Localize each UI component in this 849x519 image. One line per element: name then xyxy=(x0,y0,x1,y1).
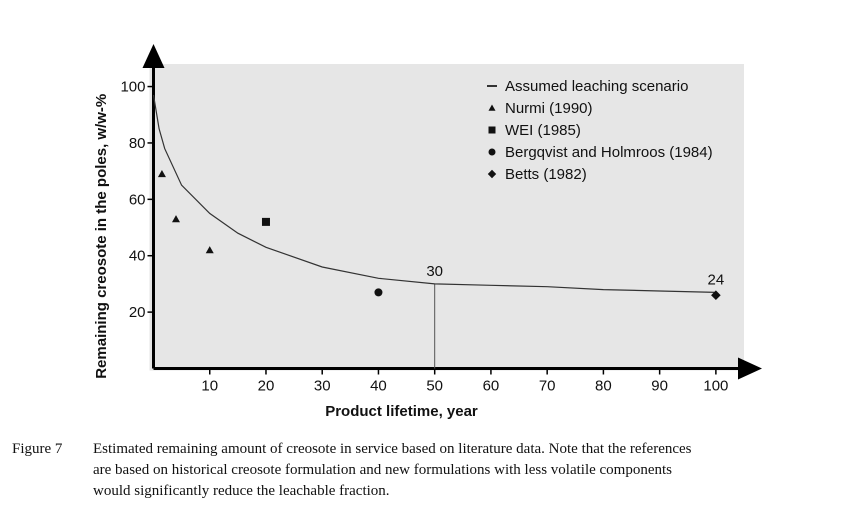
data-point xyxy=(157,169,166,178)
legend-marker xyxy=(488,126,496,134)
data-point xyxy=(711,290,721,300)
legend-label: Bergqvist and Holmroos (1984) xyxy=(505,144,713,161)
legend-marker xyxy=(487,169,497,179)
caption-line: Estimated remaining amount of creosote i… xyxy=(93,441,692,457)
annotation: 30 xyxy=(426,263,443,280)
x-axis-arrow xyxy=(738,357,762,380)
x-tick-label: 100 xyxy=(703,378,728,395)
x-tick-label: 40 xyxy=(370,378,387,395)
data-point xyxy=(205,246,214,254)
legend-label: Nurmi (1990) xyxy=(505,100,593,117)
caption-line: are based on historical creosote formula… xyxy=(93,462,672,478)
data-point xyxy=(374,288,383,297)
y-tick-label: 60 xyxy=(129,191,146,208)
x-tick-label: 80 xyxy=(595,378,612,395)
x-tick-label: 20 xyxy=(258,378,275,395)
y-axis-arrow xyxy=(142,44,165,68)
plot-area xyxy=(149,64,744,371)
y-tick-label: 80 xyxy=(129,135,146,152)
leaching-curve xyxy=(152,94,716,293)
y-tick-label: 40 xyxy=(129,248,146,265)
x-tick-label: 10 xyxy=(201,378,218,395)
x-tick-label: 50 xyxy=(426,378,443,395)
y-axis-title: Remaining creosote in the poles, w/w-% xyxy=(93,94,110,379)
legend-marker xyxy=(488,104,496,111)
data-point xyxy=(261,217,270,226)
y-tick-label: 20 xyxy=(129,304,146,321)
caption-label: Figure 7 xyxy=(12,441,63,457)
x-tick-label: 30 xyxy=(314,378,331,395)
legend-label: Betts (1982) xyxy=(505,166,587,183)
x-tick-label: 60 xyxy=(483,378,500,395)
x-tick-label: 70 xyxy=(539,378,556,395)
data-point xyxy=(171,215,180,223)
legend-label: Assumed leaching scenario xyxy=(505,78,688,95)
legend-marker xyxy=(488,148,496,156)
caption-line: would significantly reduce the leachable… xyxy=(93,483,390,499)
x-tick-label: 90 xyxy=(651,378,668,395)
y-tick-label: 100 xyxy=(120,79,145,96)
x-axis-title: Product lifetime, year xyxy=(325,403,478,420)
annotation: 24 xyxy=(708,271,725,288)
legend-label: WEI (1985) xyxy=(505,122,581,139)
